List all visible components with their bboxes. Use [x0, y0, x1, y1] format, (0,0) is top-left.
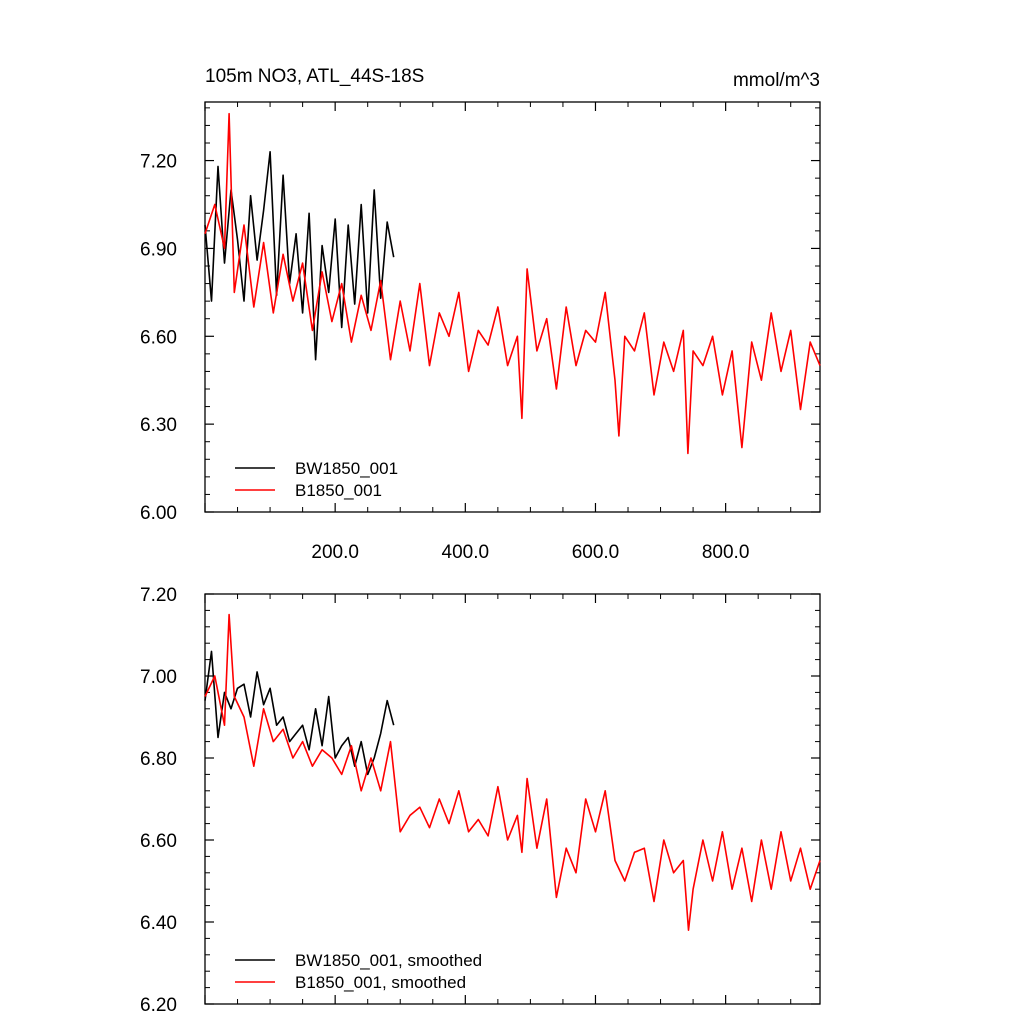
y-tick-label: 6.00 — [140, 503, 177, 524]
top-series-lines — [204, 112, 821, 455]
top-legend: BW1850_001 B1850_001 — [235, 459, 398, 500]
legend-label: BW1850_001 — [295, 459, 398, 478]
series-line-bw1850 — [204, 650, 395, 776]
y-tick-label: 6.40 — [140, 913, 177, 934]
top-chart-panel: 105m NO3, ATL_44S-18S mmol/m^3 6.006.306… — [140, 66, 821, 563]
legend-label: B1850_001 — [295, 481, 382, 500]
y-tick-label: 7.20 — [140, 152, 177, 173]
chart-title: 105m NO3, ATL_44S-18S — [205, 66, 424, 87]
top-y-tick-labels: 6.00 6.30 6.60 6.90 7.20 — [140, 152, 177, 524]
y-tick-label: 7.00 — [140, 667, 177, 688]
x-tick-label: 800.0 — [702, 542, 750, 563]
bottom-legend: BW1850_001, smoothed B1850_001, smoothed — [235, 951, 482, 992]
y-tick-label: 6.60 — [140, 327, 177, 348]
top-x-tick-labels: 200.0 400.0 600.0 800.0 — [311, 542, 749, 563]
bottom-plot-frame — [204, 593, 821, 1005]
y-tick-label: 6.30 — [140, 415, 177, 436]
legend-label: B1850_001, smoothed — [295, 973, 466, 992]
units-label: mmol/m^3 — [733, 70, 820, 91]
x-tick-label: 400.0 — [442, 542, 490, 563]
bottom-chart-panel: 6.20 6.40 6.60 6.80 7.00 7.20 BW1850_001, smo… — [140, 585, 821, 1016]
top-axis-ticks — [204, 102, 820, 513]
bottom-axis-ticks — [204, 593, 820, 1005]
top-plot-frame — [204, 101, 821, 513]
y-tick-label: 6.20 — [140, 995, 177, 1016]
bottom-series-lines — [204, 613, 821, 932]
x-tick-label: 600.0 — [572, 542, 620, 563]
y-tick-label: 6.60 — [140, 831, 177, 852]
y-tick-label: 6.80 — [140, 749, 177, 770]
series-line-b1850 — [204, 112, 821, 455]
y-tick-label: 7.20 — [140, 585, 177, 606]
y-tick-label: 6.90 — [140, 239, 177, 260]
x-tick-label: 200.0 — [311, 542, 359, 563]
series-line-b1850 — [204, 613, 821, 932]
legend-label: BW1850_001, smoothed — [295, 951, 482, 970]
bottom-y-tick-labels: 6.20 6.40 6.60 6.80 7.00 7.20 — [140, 585, 177, 1016]
